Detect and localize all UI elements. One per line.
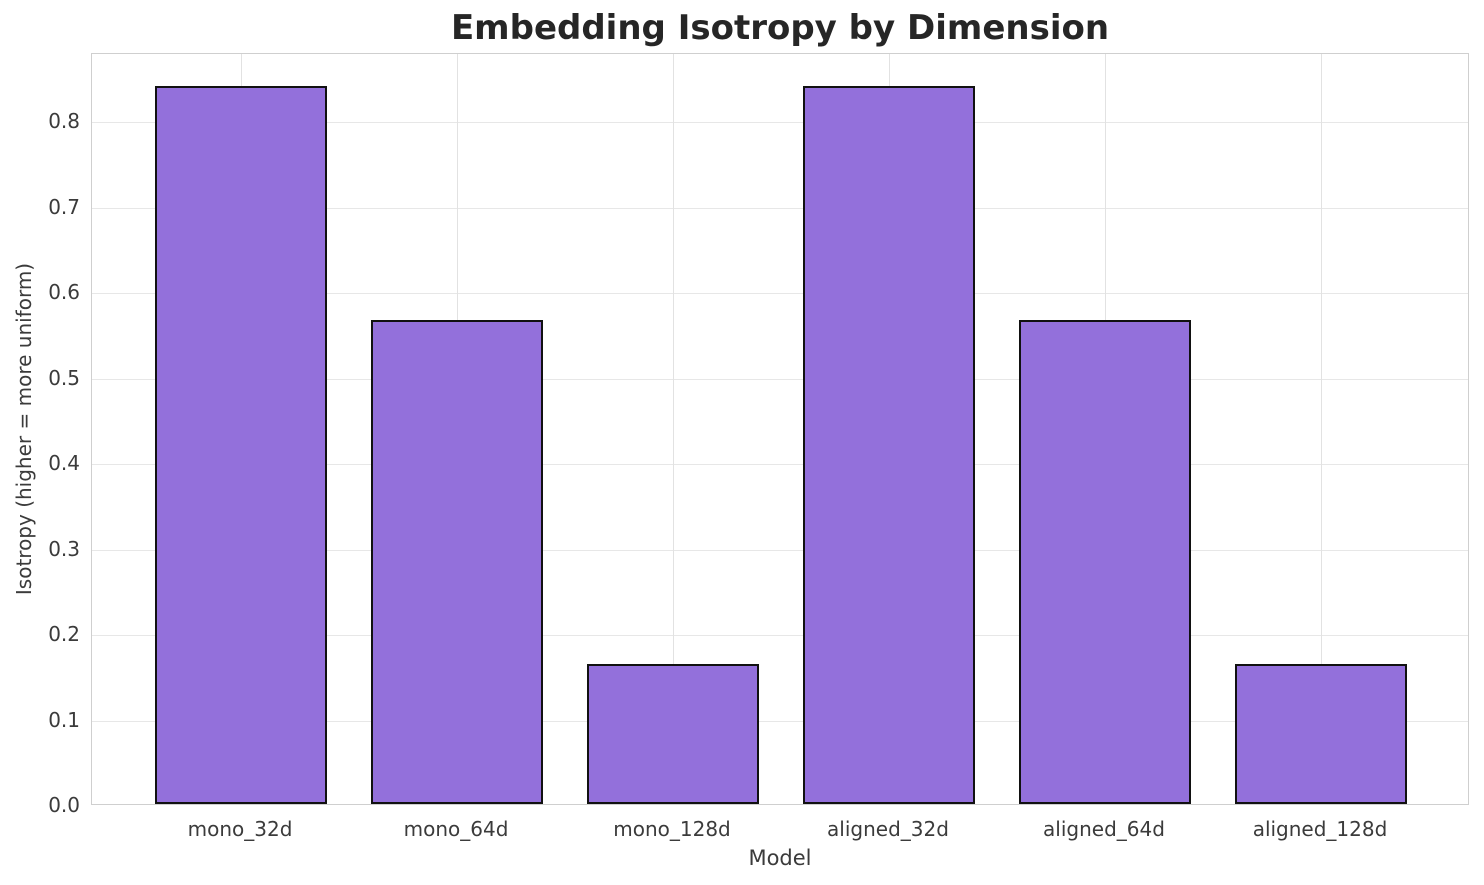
x-tick-label-aligned_64d: aligned_64d bbox=[1043, 817, 1165, 841]
x-tick-label-mono_128d: mono_128d bbox=[613, 817, 731, 841]
y-tick-label: 0.6 bbox=[48, 280, 80, 305]
x-tick-label-aligned_32d: aligned_32d bbox=[827, 817, 949, 841]
bar-aligned_128d bbox=[1234, 663, 1408, 804]
gridline-horizontal bbox=[92, 207, 1468, 209]
bar-aligned_64d bbox=[1018, 319, 1192, 804]
x-tick-label-mono_64d: mono_64d bbox=[403, 817, 509, 841]
y-tick-label: 0.4 bbox=[48, 451, 80, 476]
gridline-horizontal bbox=[92, 720, 1468, 722]
gridline-horizontal bbox=[92, 549, 1468, 551]
chart-title: Embedding Isotropy by Dimension bbox=[450, 8, 1110, 48]
x-tick-label-mono_32d: mono_32d bbox=[187, 817, 293, 841]
bar-mono_64d bbox=[370, 319, 544, 804]
y-tick-label: 0.7 bbox=[48, 194, 80, 219]
gridline-horizontal bbox=[92, 635, 1468, 637]
bar-mono_128d bbox=[586, 663, 760, 804]
x-tick-label-aligned_128d: aligned_128d bbox=[1252, 817, 1388, 841]
plot-area bbox=[91, 53, 1469, 805]
x-axis-label: Model bbox=[748, 846, 812, 870]
gridline-horizontal bbox=[92, 293, 1468, 295]
gridline-vertical bbox=[1321, 54, 1322, 804]
bar-mono_32d bbox=[154, 86, 328, 804]
bar-aligned_32d bbox=[802, 86, 976, 804]
y-tick-label: 0.8 bbox=[48, 109, 80, 134]
gridline-vertical bbox=[673, 54, 674, 804]
y-tick-label: 0.5 bbox=[48, 365, 80, 390]
gridline-horizontal bbox=[92, 464, 1468, 466]
gridline-horizontal bbox=[92, 378, 1468, 380]
y-tick-label: 0.2 bbox=[48, 622, 80, 647]
gridline-horizontal bbox=[92, 122, 1468, 124]
y-tick-label: 0.0 bbox=[48, 793, 80, 817]
y-tick-label: 0.1 bbox=[48, 707, 80, 732]
y-tick-label: 0.3 bbox=[48, 536, 80, 561]
